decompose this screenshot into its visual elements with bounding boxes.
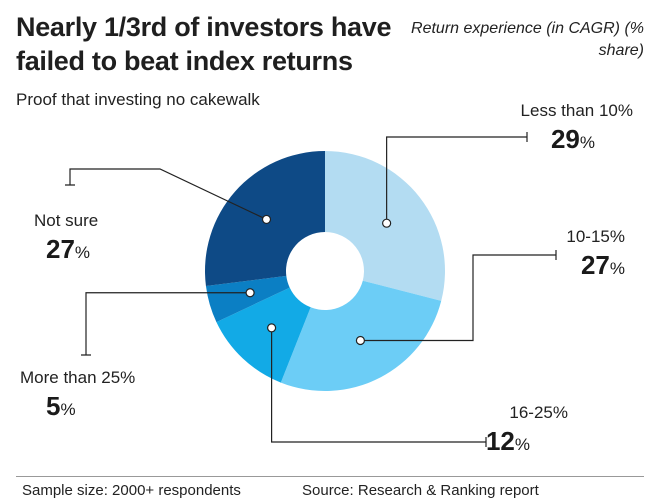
legend-title: Return experience (in CAGR) (% share) xyxy=(411,20,644,59)
leader-line-16-25 xyxy=(271,327,487,447)
category-label-not-sure: Not sure xyxy=(34,211,98,230)
slice-more-than-25 xyxy=(205,275,290,323)
slice-16-25 xyxy=(216,287,311,383)
leader-dot-less-than-10 xyxy=(382,218,392,228)
donut-slices xyxy=(205,151,445,391)
footer-divider xyxy=(16,476,644,477)
leader-line-more-than-25 xyxy=(81,292,251,356)
leader-dot-10-15 xyxy=(355,335,366,346)
leader-dot-16-25 xyxy=(267,323,277,333)
value-label-less-than-10: 29% xyxy=(551,124,595,154)
leader-dot-not-sure xyxy=(261,214,272,225)
slice-labels: Less than 10% 29% 10-15% 27% 16-25% 12% More t… xyxy=(20,101,633,456)
chart-subtitle: Proof that investing no cakewalk xyxy=(16,90,260,109)
footer-sample-size: Sample size: 2000+ respondents xyxy=(22,482,241,499)
category-label-less-than-10: Less than 10% xyxy=(521,101,633,120)
value-label-10-15: 27% xyxy=(581,250,625,280)
value-label-more-than-25: 5% xyxy=(46,391,76,421)
footer-source: Source: Research & Ranking report xyxy=(302,482,539,499)
leader-line-less-than-10 xyxy=(386,132,528,224)
category-label-16-25: 16-25% xyxy=(509,403,568,422)
leader-lines xyxy=(65,132,557,447)
leader-line-10-15 xyxy=(360,250,557,342)
chart-title: Nearly 1/3rd of investors have failed to… xyxy=(16,12,392,76)
value-label-16-25: 12% xyxy=(486,426,530,456)
leader-dot-more-than-25 xyxy=(245,288,255,298)
category-label-more-than-25: More than 25% xyxy=(20,368,135,387)
leader-line-not-sure xyxy=(65,168,267,220)
category-label-10-15: 10-15% xyxy=(566,227,625,246)
value-label-not-sure: 27% xyxy=(46,234,90,264)
slice-10-15 xyxy=(280,280,442,391)
